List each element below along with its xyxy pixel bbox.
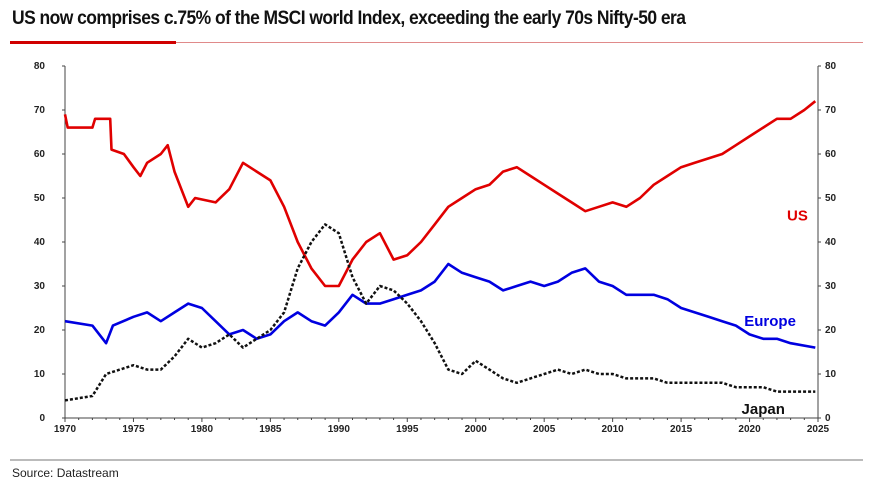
series-label-japan: Japan	[742, 401, 785, 418]
x-tick-label: 2010	[602, 424, 625, 435]
y-tick-label-right: 10	[825, 369, 837, 380]
series-line-japan	[64, 223, 816, 402]
x-tick-label: 1975	[122, 424, 145, 435]
y-tick-label-right: 70	[825, 105, 837, 116]
series-europe	[64, 262, 816, 349]
x-tick-label: 2015	[670, 424, 693, 435]
y-tick-label-left: 40	[34, 237, 46, 248]
x-tick-label: 2025	[807, 424, 830, 435]
y-tick-label-right: 0	[825, 413, 831, 424]
x-tick-label: 1970	[54, 424, 77, 435]
y-tick-label-left: 70	[34, 105, 46, 116]
y-tick-label-right: 80	[825, 61, 837, 72]
x-tick-label: 1990	[328, 424, 351, 435]
y-tick-label-right: 30	[825, 281, 837, 292]
title-divider	[10, 42, 863, 43]
footer-divider	[10, 459, 863, 461]
y-tick-label-left: 60	[34, 149, 46, 160]
y-tick-label-right: 60	[825, 149, 837, 160]
x-tick-label: 1985	[259, 424, 282, 435]
title-accent-bar	[10, 41, 176, 44]
series-japan	[64, 223, 816, 402]
y-tick-label-left: 10	[34, 369, 46, 380]
chart-title: US now comprises c.75% of the MSCI world…	[12, 8, 686, 29]
y-tick-label-left: 0	[39, 413, 45, 424]
y-tick-label-left: 20	[34, 325, 46, 336]
y-tick-label-left: 30	[34, 281, 46, 292]
series-label-europe: Europe	[744, 313, 796, 330]
series-label-us: US	[787, 208, 808, 225]
x-tick-label: 2020	[738, 424, 761, 435]
y-tick-label-right: 40	[825, 237, 837, 248]
x-tick-label: 2000	[465, 424, 488, 435]
x-tick-label: 1995	[396, 424, 419, 435]
x-tick-label: 2005	[533, 424, 556, 435]
source-note: Source: Datastream	[12, 466, 119, 480]
series-line-us	[63, 100, 817, 288]
y-tick-label-left: 80	[34, 61, 46, 72]
x-tick-label: 1980	[191, 424, 214, 435]
series-us	[63, 100, 817, 288]
y-tick-label-right: 20	[825, 325, 837, 336]
y-tick-label-left: 50	[34, 193, 46, 204]
y-tick-label-right: 50	[825, 193, 837, 204]
series-line-europe	[64, 262, 816, 349]
